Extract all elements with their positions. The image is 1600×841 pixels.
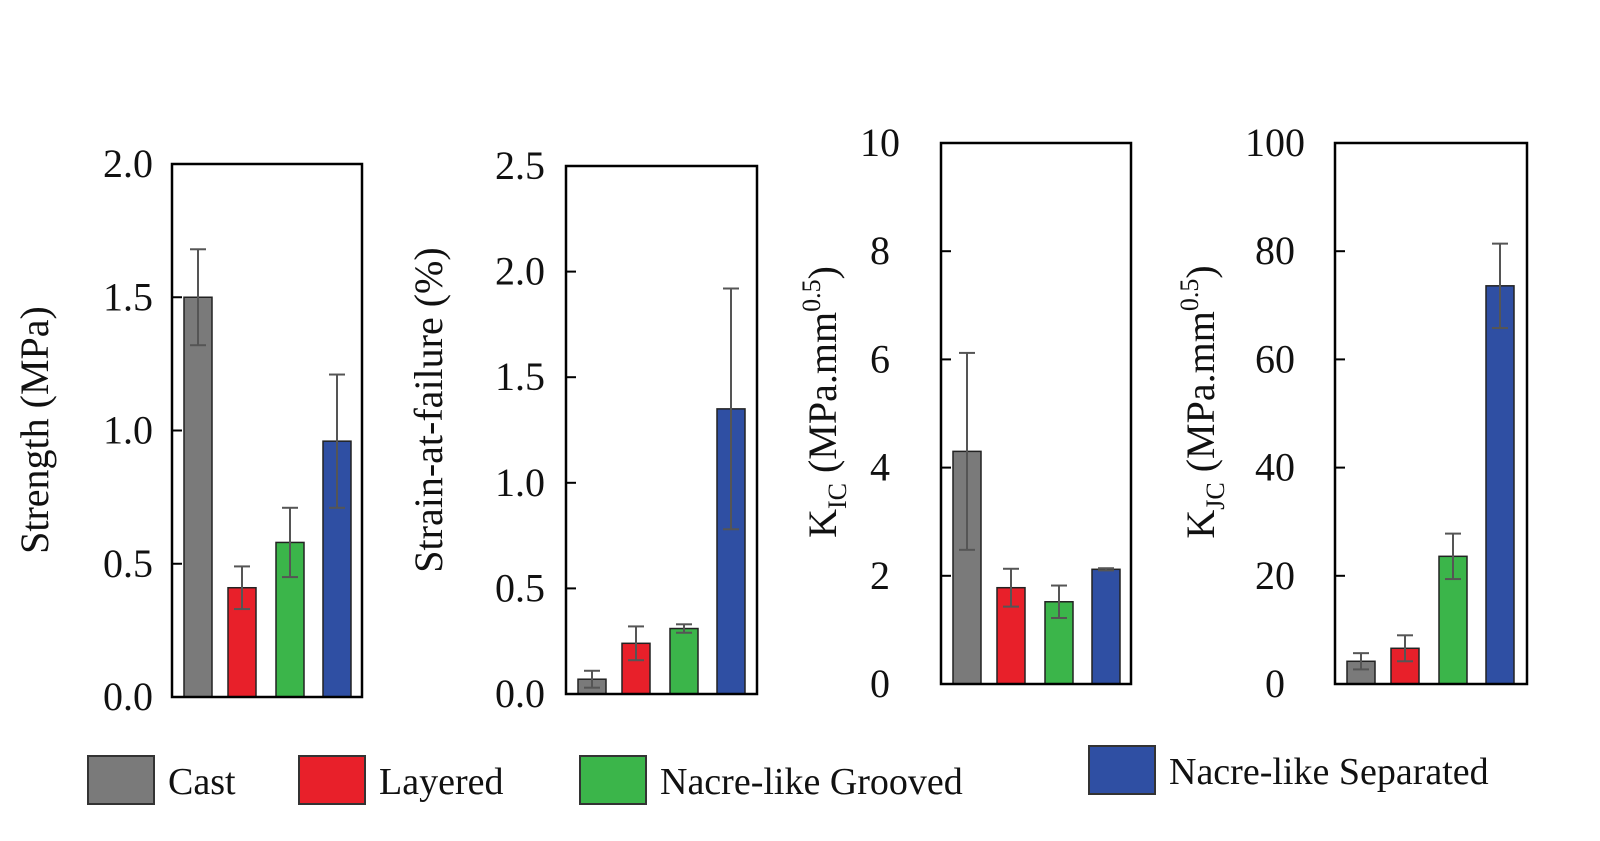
y-tick-label: 20 (1255, 553, 1295, 598)
bar-layered (621, 642, 651, 695)
error-bar (282, 506, 298, 579)
legend-label: Nacre-like Grooved (660, 761, 963, 803)
y-tick-label: 0.5 (103, 541, 153, 586)
y-tick-label: 10 (860, 120, 900, 165)
legend-swatch (1088, 745, 1156, 795)
y-tick-label: 60 (1255, 336, 1295, 381)
y-axis-title: KIC (MPa.mm0.5) (797, 266, 852, 538)
legend-item: Layered (298, 755, 503, 805)
plot-frame (939, 141, 1133, 686)
y-tick-label: 1.0 (103, 408, 153, 453)
y-tick-label: 6 (870, 336, 890, 381)
error-bar (584, 669, 600, 689)
error-bar (1397, 634, 1413, 663)
chart-panel-1: 0.0 0.5 1.0 1.5 2.0 Strength (MPa) (12, 141, 364, 719)
y-tick-label: 2.5 (495, 143, 545, 188)
error-bar (1492, 242, 1508, 330)
plot-frame (1333, 141, 1529, 686)
y-tick-label: 1.5 (103, 274, 153, 319)
y-axis-title: Strength (MPa) (12, 306, 57, 554)
legend-item: Nacre-like Separated (1088, 745, 1489, 795)
y-tick-label: 0.0 (103, 674, 153, 719)
error-bar (234, 565, 250, 611)
y-tick-label: 1.0 (495, 460, 545, 505)
y-tick-label: 0.0 (495, 671, 545, 716)
y-axis-title: KJC (MPa.mm0.5) (1175, 265, 1230, 538)
chart-panel-2: 0.0 0.5 1.0 1.5 2.0 2.5 Strain-at-failure (%) (406, 143, 759, 716)
error-bar (1098, 567, 1114, 572)
legend-swatch (579, 755, 647, 805)
legend-swatch (298, 755, 366, 805)
error-bar (190, 248, 206, 347)
y-tick-label: 2.0 (103, 141, 153, 186)
legend-label: Cast (168, 761, 236, 803)
y-axis-title: Strain-at-failure (%) (406, 247, 451, 572)
y-tick-label: 8 (870, 228, 890, 273)
chart-panel-4: 0 20 40 60 80 100 KJC (MPa.mm0.5) (1175, 120, 1529, 706)
error-bar (959, 351, 975, 551)
legend: Cast Layered Nacre-like Grooved Nacre-like … (87, 745, 1489, 805)
legend-item: Cast (87, 755, 236, 805)
bar-cast (183, 296, 213, 698)
error-bar (723, 287, 739, 531)
error-bar (329, 373, 345, 509)
y-tick-label: 80 (1255, 228, 1295, 273)
legend-item: Nacre-like Grooved (579, 755, 963, 805)
bar-nacre-like-separated (1485, 285, 1515, 685)
y-tick-label: 100 (1245, 120, 1305, 165)
y-tick-label: 4 (870, 445, 890, 490)
error-bar (676, 623, 692, 634)
chart-panel-3: 0 2 4 6 8 10 KIC (MPa.mm0.5) (797, 120, 1133, 706)
error-bar (1003, 567, 1019, 608)
y-tick-label: 40 (1255, 445, 1295, 490)
y-tick-label: 0 (870, 661, 890, 706)
chart-panels: 0.0 0.5 1.0 1.5 2.0 Strength (MPa) 0.0 0.5 1.0 1.… (12, 120, 1529, 719)
legend-swatch (87, 755, 155, 805)
error-bar (1353, 652, 1369, 671)
legend-label: Nacre-like Separated (1169, 751, 1489, 793)
bar-nacre-like-grooved (669, 627, 699, 695)
y-tick-label: 2.0 (495, 249, 545, 294)
y-tick-label: 1.5 (495, 354, 545, 399)
bar-nacre-like-separated (1091, 568, 1121, 685)
error-bar (628, 625, 644, 662)
error-bar (1051, 584, 1067, 619)
y-tick-label: 0 (1265, 661, 1285, 706)
error-bar (1445, 532, 1461, 581)
plot-frame (564, 164, 759, 696)
y-tick-label: 0.5 (495, 565, 545, 610)
y-tick-label: 2 (870, 553, 890, 598)
legend-label: Layered (379, 761, 503, 803)
